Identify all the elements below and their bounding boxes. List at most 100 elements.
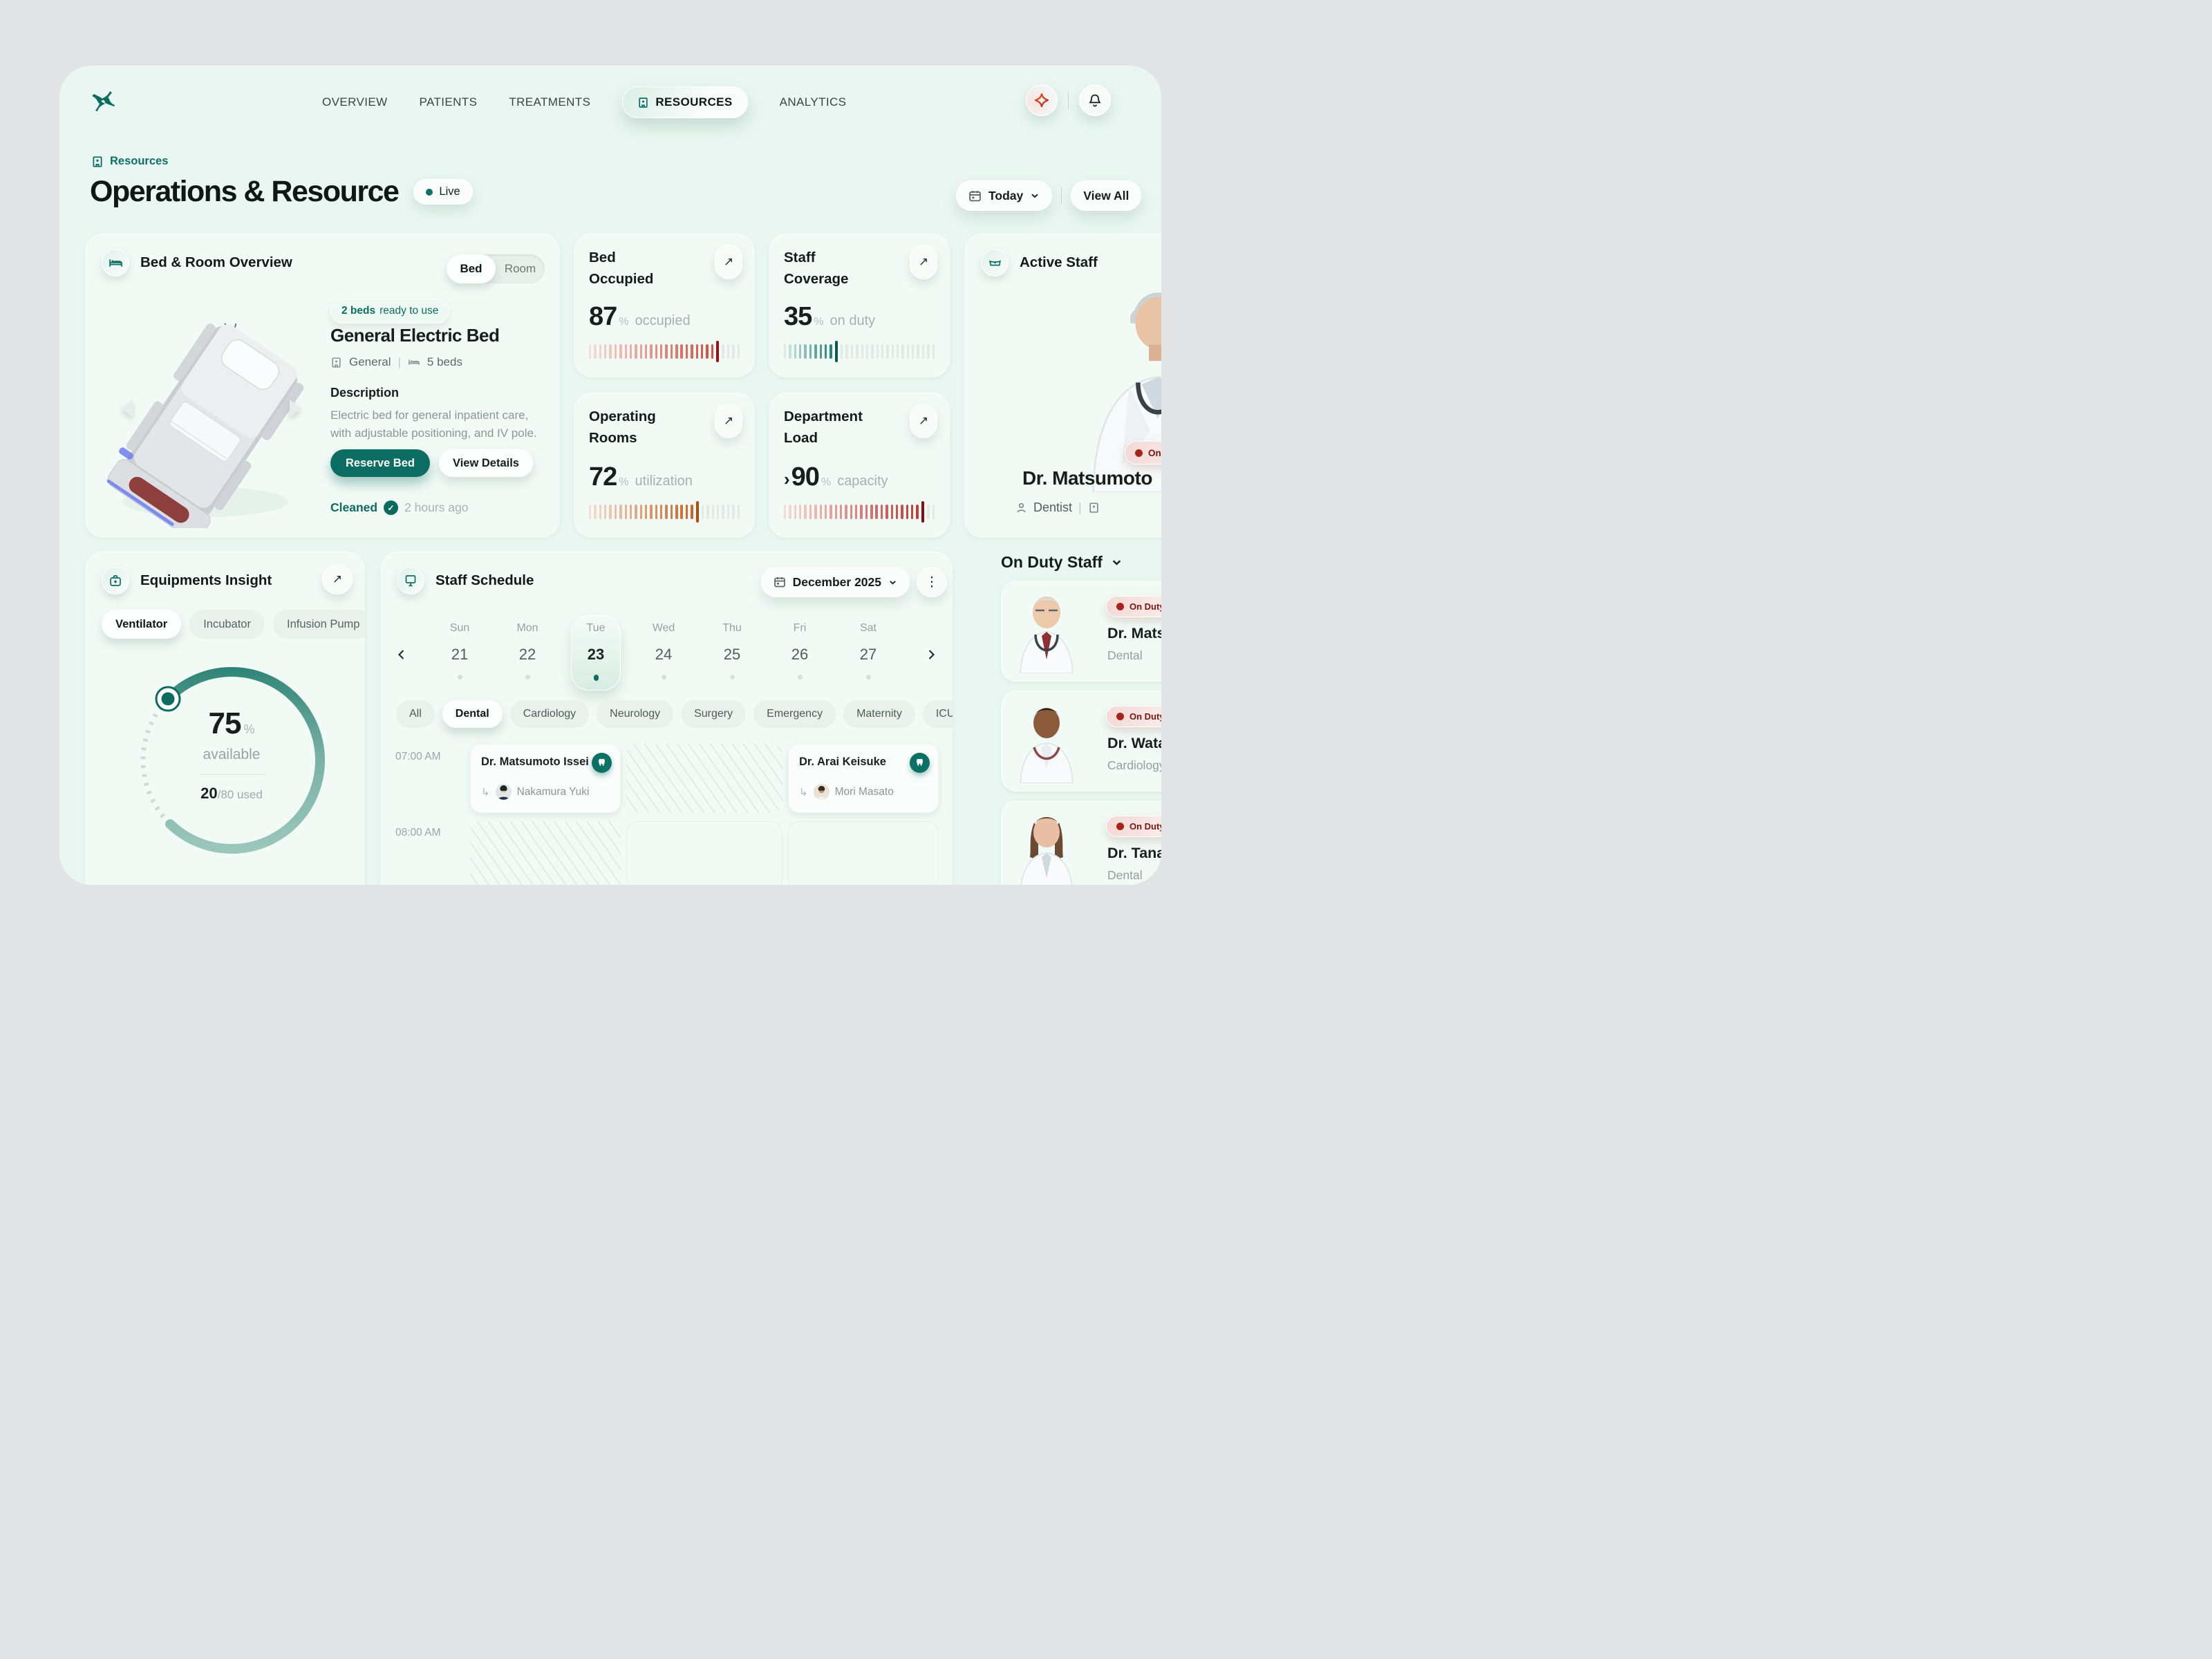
department-filter-chips: All Dental Cardiology Neurology Surgery … <box>396 700 953 728</box>
empty-slot[interactable] <box>788 821 939 885</box>
check-circle-icon: ✓ <box>384 500 399 515</box>
stat-value: 72% utilization <box>589 462 693 491</box>
appointment-card[interactable]: Dr. Matsumoto Issei ↳ Nakamura Yuki <box>470 744 621 813</box>
equipments-insight-card: Equipments Insight ↗ Ventilator Incubato… <box>85 552 365 885</box>
availability-gauge[interactable] <box>128 657 335 864</box>
chevron-down-icon <box>888 578 897 587</box>
chip-all[interactable]: All <box>396 700 435 728</box>
breadcrumb[interactable]: Resources <box>91 155 168 168</box>
bed-occupied-card: Bed Occupied ↗ 87% occupied <box>574 234 755 377</box>
chip-cardiology[interactable]: Cardiology <box>509 700 590 728</box>
appointment-card[interactable]: Dr. Arai Keisuke ↳ Mori Masato <box>788 744 939 813</box>
assistant-name: Mori Masato <box>834 785 894 798</box>
on-duty-staff-header[interactable]: On Duty Staff <box>1001 553 1161 572</box>
divider <box>1068 91 1069 109</box>
chip-dental[interactable]: Dental <box>442 700 503 728</box>
day-wed-24[interactable]: Wed 24 <box>639 622 688 679</box>
sub-arrow-icon: ↳ <box>799 786 808 798</box>
staff-dept: Cardiology <box>1107 758 1161 772</box>
day-sun-21[interactable]: Sun 21 <box>435 622 485 679</box>
day-fri-26[interactable]: Fri 26 <box>775 622 825 679</box>
stat-value: 87% occupied <box>589 302 691 331</box>
reserve-bed-button[interactable]: Reserve Bed <box>330 449 430 477</box>
empty-slot[interactable] <box>626 821 782 885</box>
chevron-down-icon <box>1111 556 1123 568</box>
view-details-button[interactable]: View Details <box>438 449 533 477</box>
staff-list-item[interactable]: On Duty Dr. Tanaka Dental <box>1001 800 1161 885</box>
department-load-card: Department Load ↗ › 90% capacity <box>769 393 950 538</box>
chip-neurology[interactable]: Neurology <box>597 700 674 728</box>
live-badge: Live <box>413 179 473 205</box>
sub-arrow-icon: ↳ <box>481 786 490 798</box>
nav-overview[interactable]: OVERVIEW <box>322 95 388 109</box>
nav-treatments[interactable]: TREATMENTS <box>509 95 591 109</box>
nav-resources[interactable]: RESOURCES <box>622 86 748 118</box>
carousel-next-button[interactable] <box>290 400 301 418</box>
bed-name: General Electric Bed <box>330 325 500 346</box>
day-sat-27[interactable]: Sat 27 <box>843 622 893 679</box>
expand-icon[interactable]: ↗ <box>910 245 937 279</box>
chip-icu[interactable]: ICU <box>922 700 953 728</box>
bed-room-overview-card: Bed & Room Overview Bed Room <box>85 234 560 538</box>
dental-icon <box>592 753 612 773</box>
tag-infusion-pump[interactable]: Infusion Pump <box>272 610 365 639</box>
toggle-room[interactable]: Room <box>504 262 536 275</box>
week-prev-button[interactable] <box>395 648 408 661</box>
card-title: Equipments Insight <box>140 572 272 588</box>
time-label: 07:00 AM <box>395 751 441 762</box>
staff-photo <box>1015 809 1078 885</box>
expand-icon[interactable]: ↗ <box>910 404 937 438</box>
on-duty-badge: On Duty <box>1125 441 1161 465</box>
toggle-bed[interactable]: Bed <box>447 254 496 283</box>
day-tue-23-selected[interactable]: Tue 23 <box>571 615 621 691</box>
staff-schedule-card: Staff Schedule December 2025 ⋮ Sun 21 Mon… <box>380 552 953 885</box>
notifications-button[interactable] <box>1079 84 1111 116</box>
gauge-readout: 75% available 20/80 used <box>128 706 335 803</box>
on-duty-badge: On Duty <box>1106 706 1161 727</box>
chip-maternity[interactable]: Maternity <box>843 700 915 728</box>
month-dropdown[interactable]: December 2025 <box>760 567 910 597</box>
bed-icon <box>408 356 420 368</box>
calendar-icon <box>968 189 982 203</box>
app-logo-icon[interactable] <box>90 88 116 114</box>
active-staff-card: Active Staff On Duty Dr. Matsumoto <box>964 234 1161 538</box>
tag-incubator[interactable]: Incubator <box>189 610 265 639</box>
week-next-button[interactable] <box>925 648 937 661</box>
bed-icon <box>102 249 129 276</box>
tag-ventilator[interactable]: Ventilator <box>102 610 182 639</box>
staff-dept: Dental <box>1107 648 1143 662</box>
medical-kit-icon <box>102 567 129 594</box>
cleaned-status: Cleaned <box>330 500 378 514</box>
bed-room-toggle: Bed Room <box>447 254 545 283</box>
view-all-button[interactable]: View All <box>1071 180 1142 211</box>
chip-surgery[interactable]: Surgery <box>681 700 747 728</box>
assistant-avatar <box>495 784 512 800</box>
today-dropdown[interactable]: Today <box>956 180 1053 211</box>
time-label: 08:00 AM <box>395 827 441 838</box>
card-title: Active Staff <box>1020 254 1098 270</box>
expand-icon[interactable]: ↗ <box>715 245 742 279</box>
chip-emergency[interactable]: Emergency <box>753 700 836 728</box>
card-title: Bed & Room Overview <box>140 254 292 270</box>
kebab-menu-button[interactable]: ⋮ <box>917 567 947 597</box>
doctor-photo <box>1068 276 1161 492</box>
nav-actions <box>1026 84 1111 116</box>
day-mon-22[interactable]: Mon 22 <box>503 622 552 679</box>
doctor-name: Dr. Matsumoto <box>1022 467 1152 489</box>
nav-patients[interactable]: PATIENTS <box>419 95 478 109</box>
staff-list-item[interactable]: On Duty Dr. Matsumoto Dental <box>1001 581 1161 682</box>
bed-capacity: 5 beds <box>427 355 462 368</box>
nav-analytics[interactable]: ANALYTICS <box>779 95 847 109</box>
doctor-role: Dentist <box>1033 500 1073 514</box>
carousel-prev-button[interactable] <box>121 400 133 418</box>
bed-dept: General <box>349 355 391 368</box>
expand-icon[interactable]: ↗ <box>715 404 742 438</box>
ai-assistant-button[interactable] <box>1026 84 1058 116</box>
nurse-cap-icon <box>981 249 1009 276</box>
staff-list-item[interactable]: On Duty Dr. Watanabe Cardiology <box>1001 691 1161 791</box>
calendar-icon <box>774 576 786 588</box>
day-thu-25[interactable]: Thu 25 <box>707 622 757 679</box>
stat-value: › 90% capacity <box>784 462 888 491</box>
expand-icon[interactable]: ↗ <box>322 564 353 594</box>
assistant-avatar <box>813 784 830 800</box>
